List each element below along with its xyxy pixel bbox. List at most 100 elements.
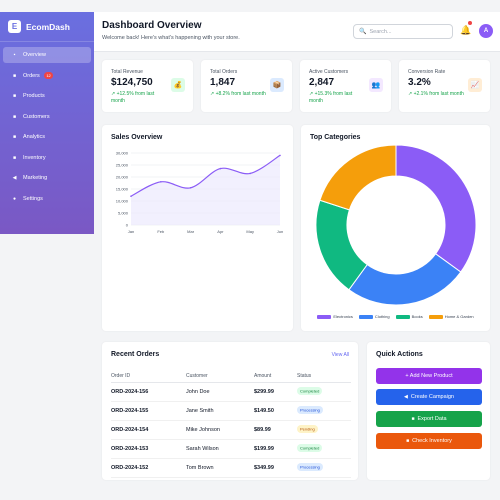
stat-trend: ↗ +15.3% from last month: [309, 91, 353, 104]
table-row[interactable]: ORD-2024-152 Tom Brown $349.99 Processing: [111, 458, 351, 478]
x-tick-label: Apr: [217, 229, 224, 234]
sidebar-item-label: Marketing: [23, 175, 48, 181]
order-amount: $149.50: [254, 401, 297, 421]
categories-donut-chart: [315, 144, 477, 306]
sales-point: [189, 187, 192, 189]
table-row[interactable]: ORD-2024-155 Jane Smith $149.50 Processing: [111, 401, 351, 421]
stat-card: Total Orders 1,847 ↗ +8.2% from last month…: [201, 60, 292, 112]
column-header: Customer: [186, 370, 254, 383]
order-amount: $349.99: [254, 458, 297, 478]
status-badge: Pending: [297, 425, 318, 433]
sidebar-item-label: Overview: [23, 52, 46, 58]
stat-value: 3.2%: [408, 77, 431, 88]
stat-value: 1,847: [210, 77, 236, 88]
column-header: Order ID: [111, 370, 186, 383]
status-badge: Processing: [297, 406, 323, 414]
logo-icon: E: [8, 20, 21, 33]
donut-slice-electronics[interactable]: [395, 144, 477, 273]
y-tick-label: 20,000: [116, 175, 129, 180]
order-amount: $89.99: [254, 420, 297, 440]
bell-icon[interactable]: 🔔: [460, 25, 472, 35]
sidebar-item-analytics[interactable]: ■ Analytics: [3, 129, 91, 145]
box-icon: ■: [12, 93, 17, 99]
sidebar-item-products[interactable]: ■ Products: [3, 88, 91, 104]
create-campaign-button[interactable]: ◀ Create Campaign: [376, 389, 482, 405]
search-icon: 🔍: [359, 29, 367, 35]
sidebar-item-customers[interactable]: ■ Customers: [3, 109, 91, 125]
donut-slice-home-garden[interactable]: [319, 144, 397, 211]
avatar[interactable]: A: [479, 24, 493, 38]
stat-trend: ↗ +12.5% from last month: [111, 91, 155, 104]
export-data-button[interactable]: ■ Export Data: [376, 411, 482, 427]
legend-item[interactable]: Home & Garden: [428, 314, 474, 319]
top-categories-card: Top Categories Electronics Clothing Books H…: [301, 125, 490, 331]
y-tick-label: 25,000: [116, 163, 129, 168]
sales-area: [131, 155, 280, 225]
customer-name: Sarah Wilson: [186, 439, 254, 459]
quick-actions-title: Quick Actions: [376, 351, 423, 358]
sidebar-item-label: Products: [23, 93, 45, 99]
check-inventory-button[interactable]: ■ Check Inventory: [376, 433, 482, 449]
sidebar-item-label: Settings: [23, 195, 43, 202]
sales-line-chart: 0 5,000 10,000 15,000 20,000 25,000 30,000 Jan F…: [116, 151, 283, 235]
recent-orders-card: Recent Orders View All Order ID Customer A…: [102, 342, 358, 480]
x-tick-label: Jun: [277, 229, 283, 234]
order-id: ORD-2024-155: [111, 401, 186, 421]
stat-value: $124,750: [111, 77, 153, 88]
sidebar-item-marketing[interactable]: ◀ Marketing: [3, 170, 91, 186]
sidebar-item-orders[interactable]: ■ Orders 12: [3, 68, 91, 84]
sidebar-item-settings[interactable]: ● Settings: [3, 191, 91, 207]
sidebar-item-inventory[interactable]: ■ Inventory: [3, 150, 91, 166]
legend-swatch: [395, 314, 410, 319]
chart-icon: ■: [12, 134, 17, 140]
y-tick-label: 15,000: [116, 187, 129, 192]
table-row[interactable]: ORD-2024-156 John Doe $299.99 Completed: [111, 382, 351, 402]
stat-card: Conversion Rate 3.2% ↗ +2.1% from last mon…: [399, 60, 490, 112]
export-icon: ■: [411, 416, 415, 422]
top-categories-title: Top Categories: [310, 134, 361, 141]
status-cell: Pending: [297, 420, 351, 440]
brand-name: EcomDash: [26, 21, 70, 32]
legend-item[interactable]: Clothing: [358, 314, 390, 319]
stat-value: 2,847: [309, 77, 335, 88]
sidebar-item-overview[interactable]: ▪ Overview: [3, 47, 91, 63]
megaphone-icon: ◀: [12, 175, 17, 181]
button-label: Check Inventory: [412, 438, 452, 444]
legend-swatch: [317, 314, 332, 319]
status-badge: Completed: [297, 444, 323, 452]
legend-label: Home & Garden: [444, 314, 474, 319]
view-all-link[interactable]: View All: [331, 352, 349, 358]
y-tick-label: 10,000: [116, 199, 129, 204]
x-tick-label: Jan: [128, 229, 134, 234]
customer-name: Jane Smith: [186, 401, 254, 421]
stat-card: Active Customers 2,847 ↗ +15.3% from last …: [300, 60, 391, 112]
package-icon: 📦: [270, 78, 284, 92]
warehouse-icon: ■: [12, 154, 17, 161]
add-new-product-button[interactable]: + Add New Product: [376, 368, 482, 384]
stat-trend: ↗ +2.1% from last month: [408, 91, 464, 97]
sidebar: E EcomDash ▪ Overview ■ Orders 12 ■ Products ■ C…: [0, 12, 94, 234]
column-header: Amount: [254, 370, 297, 383]
sidebar-item-label: Orders: [23, 72, 40, 79]
grid-icon: ▪: [13, 52, 16, 58]
recent-orders-title: Recent Orders: [111, 351, 160, 358]
sales-overview-title: Sales Overview: [111, 134, 163, 141]
search-input[interactable]: 🔍 Search...: [353, 24, 453, 39]
brand[interactable]: E EcomDash: [0, 12, 94, 42]
donut-slice-clothing[interactable]: [348, 253, 462, 306]
legend-label: Electronics: [333, 314, 353, 319]
y-tick-label: 5,000: [118, 211, 129, 216]
customer-name: Mike Johnson: [186, 420, 254, 440]
clipboard-icon: ■: [406, 438, 410, 444]
users-icon: ■: [12, 113, 17, 120]
legend-item[interactable]: Electronics: [317, 314, 353, 319]
trend-chart-icon: 📈: [468, 78, 482, 92]
table-row[interactable]: ORD-2024-153 Sarah Wilson $199.99 Completed: [111, 439, 351, 459]
legend-label: Books: [411, 314, 423, 319]
order-id: ORD-2024-152: [111, 458, 186, 478]
gear-icon: ●: [12, 195, 17, 202]
table-row[interactable]: ORD-2024-154 Mike Johnson $89.99 Pending: [111, 420, 351, 440]
legend-label: Clothing: [374, 314, 390, 319]
legend-item[interactable]: Books: [395, 314, 423, 319]
customer-name: John Doe: [186, 382, 254, 402]
